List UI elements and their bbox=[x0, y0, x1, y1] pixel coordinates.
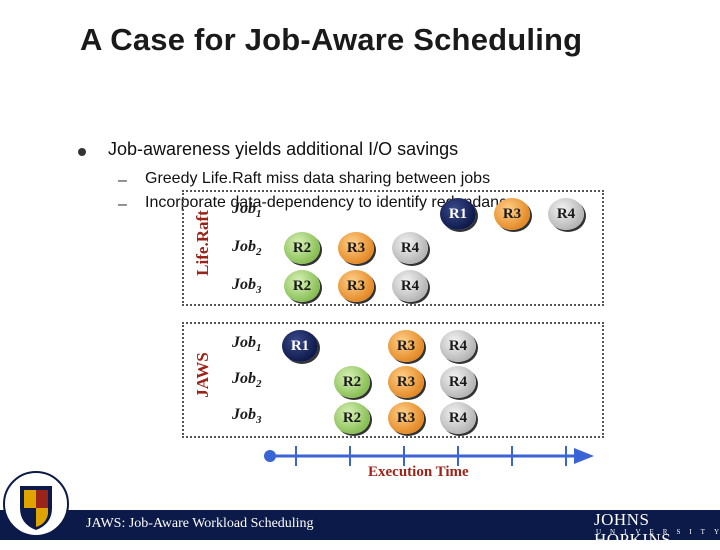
jaws-label: JAWS bbox=[193, 352, 212, 398]
jaws-job3: Job3 bbox=[232, 406, 262, 427]
liferaft-panel bbox=[182, 190, 604, 306]
liferaft-r2-job2: R2 bbox=[284, 232, 320, 264]
liferaft-r4-job1: R4 bbox=[548, 198, 584, 230]
liferaft-job1: Job1 bbox=[232, 200, 262, 221]
footer-text: JAWS: Job-Aware Workload Scheduling bbox=[86, 516, 314, 531]
axis-ticks bbox=[295, 446, 567, 466]
jaws-r3-job1: R3 bbox=[388, 330, 424, 362]
jhu-logo-sub: UNIVERSITY bbox=[596, 528, 720, 536]
liferaft-r3-job3: R3 bbox=[338, 270, 374, 302]
jaws-r4-job3: R4 bbox=[440, 402, 476, 434]
jaws-r3-job2: R3 bbox=[388, 366, 424, 398]
footer-bar bbox=[0, 510, 720, 540]
dash-2: – bbox=[118, 196, 127, 213]
jaws-r4-job1: R4 bbox=[440, 330, 476, 362]
bullet-text: Job-awareness yields additional I/O savi… bbox=[108, 139, 459, 159]
jaws-r1-job1: R1 bbox=[282, 330, 318, 362]
liferaft-r4-job3: R4 bbox=[392, 270, 428, 302]
subbullet-2: Incorporate data-dependency to identify … bbox=[145, 194, 516, 211]
liferaft-label: Life.Raft bbox=[193, 210, 212, 276]
execution-time-axis bbox=[264, 446, 594, 466]
axis-arrowhead bbox=[574, 448, 594, 464]
liferaft-r4-job2: R4 bbox=[392, 232, 428, 264]
liferaft-job2: Job2 bbox=[232, 238, 262, 259]
liferaft-r3-job1: R3 bbox=[494, 198, 530, 230]
execution-time-label: Execution Time bbox=[368, 464, 469, 480]
liferaft-r3-job2: R3 bbox=[338, 232, 374, 264]
dash-1: – bbox=[118, 172, 127, 189]
liferaft-r1-job1: R1 bbox=[440, 198, 476, 230]
jaws-r2-job2: R2 bbox=[334, 366, 370, 398]
subbullet-1: Greedy Life.Raft miss data sharing betwe… bbox=[145, 170, 491, 187]
jaws-r2-job3: R2 bbox=[334, 402, 370, 434]
liferaft-job3: Job3 bbox=[232, 276, 262, 297]
university-seal-icon bbox=[3, 471, 69, 537]
jaws-job1: Job1 bbox=[232, 334, 262, 355]
bullet-dot bbox=[78, 148, 86, 156]
jaws-r3-job3: R3 bbox=[388, 402, 424, 434]
jaws-panel bbox=[182, 322, 604, 438]
liferaft-r2-job3: R2 bbox=[284, 270, 320, 302]
slide-title: A Case for Job-Aware Scheduling bbox=[80, 22, 583, 57]
jaws-r4-job2: R4 bbox=[440, 366, 476, 398]
jaws-job2: Job2 bbox=[232, 370, 262, 391]
